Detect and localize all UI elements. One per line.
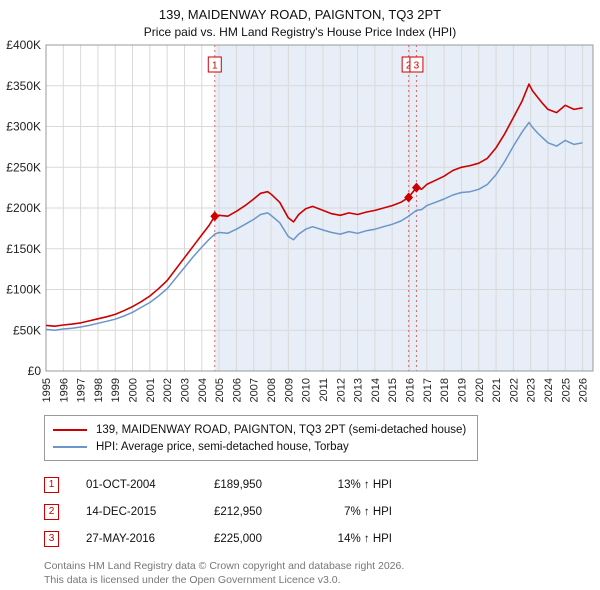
x-axis-tick-label: 2026	[578, 378, 590, 402]
transaction-number-badge: 3	[44, 530, 59, 547]
transactions-table: 1 01-OCT-2004 £189,950 13% ↑ HPI 2 14-DE…	[44, 471, 600, 552]
x-axis-tick-label: 2018	[439, 378, 451, 402]
x-axis-tick-label: 2019	[456, 378, 468, 402]
x-axis-tick-label: 1998	[93, 378, 105, 402]
page-title: 139, MAIDENWAY ROAD, PAIGNTON, TQ3 2PT	[158, 7, 442, 22]
x-axis-tick-label: 2013	[353, 378, 365, 402]
transaction-date: 27-MAY-2016	[86, 532, 156, 545]
x-axis-tick-label: 2021	[491, 378, 503, 402]
price-chart-svg: £0 £50K £100K £150K £200K £250K £300K £350K £400…	[6, 39, 594, 402]
table-row: 1 01-OCT-2004 £189,950 13% ↑ HPI	[44, 471, 600, 498]
y-axis-tick-label: £50K	[13, 323, 41, 337]
y-axis-tick-label: £350K	[6, 79, 41, 93]
transaction-price: £189,950	[214, 478, 262, 491]
x-axis-tick-label: 1999	[110, 378, 122, 402]
legend-item-label: HPI: Average price, semi-detached house,…	[96, 440, 349, 453]
transaction-price: £225,000	[214, 532, 262, 545]
hpi-line	[45, 121, 583, 332]
x-axis-tick-label: 2002	[162, 378, 174, 402]
hpi-line-swatch	[53, 445, 87, 448]
x-axis-tick-label: 2012	[335, 378, 347, 402]
page-subtitle: Price paid vs. HM Land Registry's House …	[143, 25, 457, 39]
y-axis-tick-label: £100K	[6, 283, 41, 297]
x-axis-tick-label: 2022	[508, 378, 520, 402]
x-axis-tick-label: 1995	[41, 378, 53, 402]
x-axis-tick-label: 2015	[387, 378, 399, 402]
plot-border	[45, 44, 594, 372]
x-axis-tick-label: 2003	[179, 378, 191, 402]
y-axis-tick-label: £0	[28, 364, 42, 378]
footer-line-1: Contains HM Land Registry data © Crown c…	[44, 560, 405, 572]
y-axis-tick-label: £200K	[6, 201, 41, 215]
x-axis-tick-label: 2011	[318, 378, 330, 402]
x-axis-tick-label: 2017	[422, 378, 434, 402]
y-axis-tick-label: £150K	[6, 242, 41, 256]
table-row: 3 27-MAY-2016 £225,000 14% ↑ HPI	[44, 525, 600, 552]
x-axis-tick-label: 2024	[543, 378, 555, 402]
price-paid-line	[45, 83, 583, 328]
sale-marker	[411, 182, 421, 193]
x-axis-tick-label: 2008	[266, 378, 278, 402]
x-axis-tick-label: 2006	[231, 378, 243, 402]
x-axis-tick-label: 2023	[526, 378, 538, 402]
transaction-hpi-delta: 7% ↑ HPI	[344, 505, 392, 518]
y-axis-tick-label: £250K	[6, 160, 41, 174]
x-axis-tick-label: 2001	[145, 378, 157, 402]
y-axis-tick-label: £400K	[6, 39, 41, 52]
transaction-price: £212,950	[214, 505, 262, 518]
chart-legend: 139, MAIDENWAY ROAD, PAIGNTON, TQ3 2PT (…	[44, 415, 478, 461]
sale-event-flag	[409, 56, 424, 73]
x-axis-tick-label: 2014	[370, 378, 382, 402]
sale-marker	[404, 192, 414, 203]
license-footer: Contains HM Land Registry data © Crown c…	[44, 560, 600, 587]
legend-item-hpi: HPI: Average price, semi-detached house,…	[53, 438, 469, 455]
y-axis-tick-label: £300K	[6, 120, 41, 134]
sale-event-flag-label: 1	[212, 61, 218, 72]
x-axis-tick-label: 1997	[76, 378, 88, 402]
transaction-hpi-delta: 14% ↑ HPI	[337, 532, 392, 545]
x-axis-tick-label: 2009	[283, 378, 295, 402]
sale-event-flag-label: 2	[406, 61, 412, 72]
sale-event-flag-label: 3	[414, 61, 420, 72]
legend-item-label: 139, MAIDENWAY ROAD, PAIGNTON, TQ3 2PT (…	[96, 423, 467, 436]
legend-item-price-paid: 139, MAIDENWAY ROAD, PAIGNTON, TQ3 2PT (…	[53, 421, 469, 438]
table-row: 2 14-DEC-2015 £212,950 7% ↑ HPI	[44, 498, 600, 525]
x-axis-tick-label: 2005	[214, 378, 226, 402]
transaction-number-badge: 1	[44, 476, 59, 493]
x-axis-tick-label: 2000	[128, 378, 140, 402]
sale-event-flag	[207, 56, 222, 73]
x-axis-tick-label: 2025	[560, 378, 572, 402]
price-paid-line-swatch	[53, 428, 87, 431]
x-axis-tick-label: 2007	[249, 378, 261, 402]
x-axis-tick-label: 2020	[474, 378, 486, 402]
footer-line-2: This data is licensed under the Open Gov…	[44, 573, 341, 586]
x-axis-tick-label: 2016	[405, 378, 417, 402]
transaction-date: 14-DEC-2015	[86, 505, 157, 518]
transaction-number-badge: 2	[44, 503, 59, 520]
transaction-date: 01-OCT-2004	[86, 478, 156, 491]
transaction-hpi-delta: 13% ↑ HPI	[337, 478, 392, 491]
x-axis-tick-label: 2004	[197, 378, 209, 402]
sale-marker	[210, 211, 220, 222]
x-axis-tick-label: 2010	[301, 378, 313, 402]
x-axis-tick-label: 1996	[58, 378, 70, 402]
